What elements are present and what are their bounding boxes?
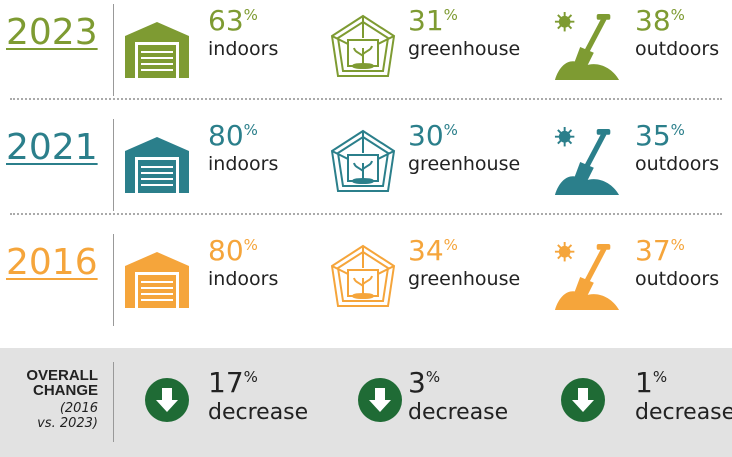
shovel-icon	[553, 242, 621, 310]
value: 1	[635, 366, 653, 399]
stat-label: greenhouse	[408, 268, 521, 290]
year-link: 2023	[6, 12, 98, 53]
divider	[113, 362, 114, 442]
stat-value: 34%	[408, 236, 458, 266]
garage-icon	[125, 137, 189, 193]
value: 80	[208, 119, 244, 152]
unit: %	[243, 368, 258, 386]
stat-label: outdoors	[635, 153, 720, 175]
value: 17	[208, 366, 244, 399]
divider	[113, 4, 114, 96]
unit: %	[243, 236, 258, 254]
unit: %	[670, 121, 685, 139]
shovel-icon	[553, 127, 621, 195]
garage-icon	[125, 22, 189, 78]
stat-value: 38%	[635, 6, 685, 36]
year-link: 2016	[6, 242, 98, 283]
stat-label: decrease	[208, 400, 309, 425]
stat-value: 3%	[408, 368, 440, 398]
garage-icon	[125, 252, 189, 308]
stat-value: 63%	[208, 6, 258, 36]
decrease-icon	[145, 378, 189, 422]
stat-value: 37%	[635, 236, 685, 266]
unit: %	[443, 121, 458, 139]
value: 31	[408, 4, 444, 37]
stat-label: decrease	[635, 400, 732, 425]
divider	[113, 234, 114, 326]
stat-value: 1%	[635, 368, 667, 398]
unit: %	[243, 6, 258, 24]
stat-label: indoors	[208, 38, 279, 60]
year-link: 2021	[6, 127, 98, 168]
shovel-icon	[553, 12, 621, 80]
value: 80	[208, 234, 244, 267]
greenhouse-icon	[331, 130, 395, 192]
value: 63	[208, 4, 244, 37]
separator	[10, 213, 722, 215]
stat-value: 17%	[208, 368, 258, 398]
stat-value: 30%	[408, 121, 458, 151]
stat-label: indoors	[208, 153, 279, 175]
unit: %	[443, 6, 458, 24]
stat-value: 80%	[208, 236, 258, 266]
greenhouse-icon	[331, 245, 395, 307]
value: 30	[408, 119, 444, 152]
stat-value: 80%	[208, 121, 258, 151]
unit: %	[670, 236, 685, 254]
stat-label: greenhouse	[408, 153, 521, 175]
stat-label: indoors	[208, 268, 279, 290]
decrease-icon	[358, 378, 402, 422]
note-line: vs. 2023)	[37, 416, 98, 431]
stat-value: 31%	[408, 6, 458, 36]
value: 37	[635, 234, 671, 267]
title-line: OVERALL	[26, 367, 98, 384]
separator	[10, 98, 722, 100]
stat-label: outdoors	[635, 268, 720, 290]
value: 35	[635, 119, 671, 152]
unit: %	[425, 368, 441, 386]
unit: %	[670, 6, 685, 24]
greenhouse-icon	[331, 15, 395, 77]
unit: %	[652, 368, 668, 386]
stat-value: 35%	[635, 121, 685, 151]
title-line: CHANGE	[32, 382, 98, 399]
value: 34	[408, 234, 444, 267]
unit: %	[243, 121, 258, 139]
divider	[113, 119, 114, 211]
value: 3	[408, 366, 426, 399]
change-note: (2016 vs. 2023)	[8, 401, 98, 431]
change-title: OVERALL CHANGE	[8, 368, 98, 398]
stat-label: decrease	[408, 400, 509, 425]
note-line: (2016	[59, 401, 98, 416]
unit: %	[443, 236, 458, 254]
value: 38	[635, 4, 671, 37]
stat-label: greenhouse	[408, 38, 521, 60]
stat-label: outdoors	[635, 38, 720, 60]
decrease-icon	[561, 378, 605, 422]
